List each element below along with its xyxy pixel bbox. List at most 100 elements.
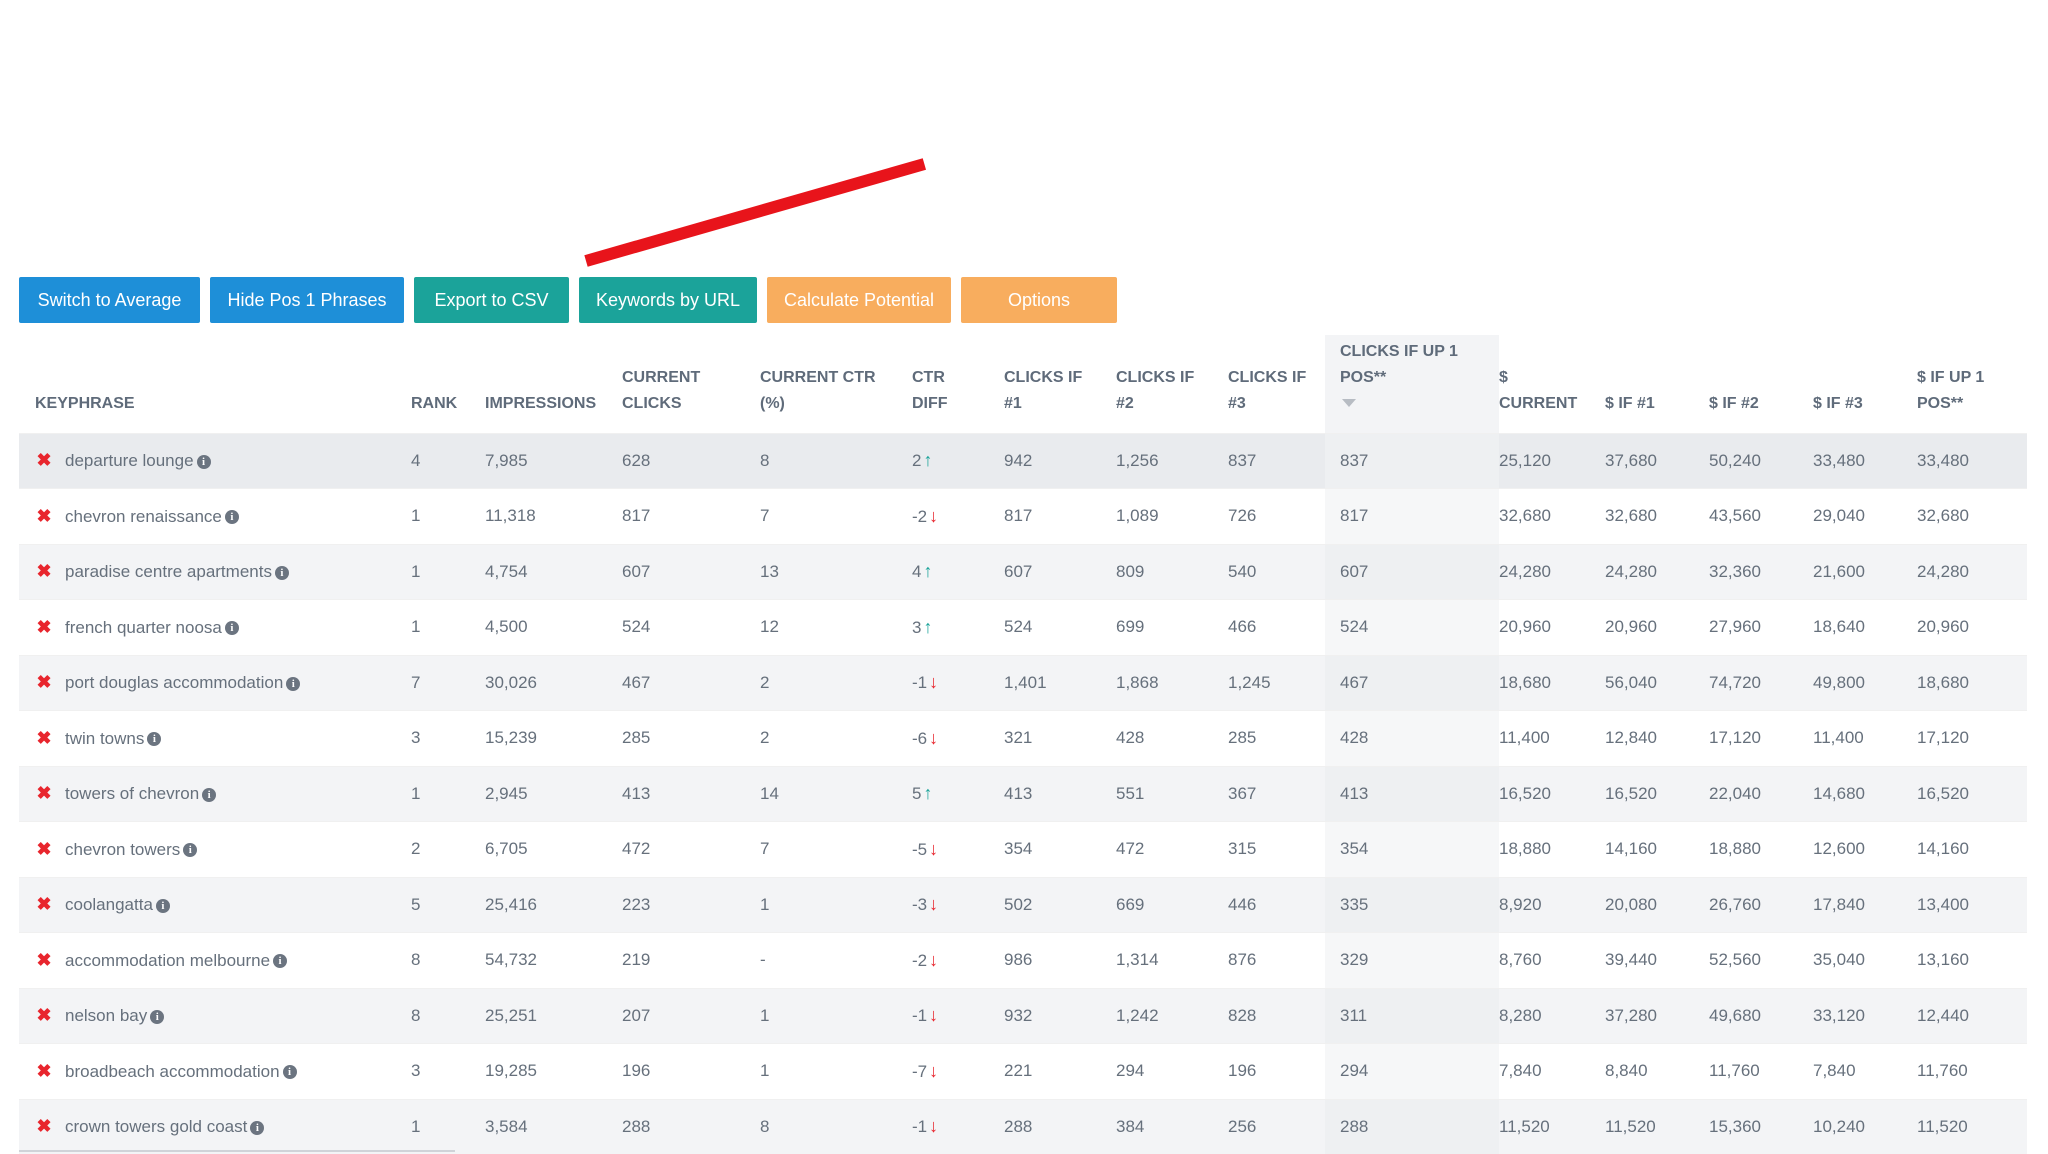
export-csv-button[interactable]: Export to CSV: [414, 277, 569, 323]
close-icon[interactable]: ✖: [36, 783, 52, 804]
keyphrase-text[interactable]: broadbeach accommodation: [65, 1061, 280, 1081]
close-icon[interactable]: ✖: [36, 727, 52, 748]
info-icon[interactable]: i: [155, 898, 170, 913]
dollar-current-cell: 16,520: [1499, 765, 1605, 822]
table-row[interactable]: ✖ chevron towers i 2 6,705 472 7 -5 ↓ 354 472 315 35…: [19, 821, 2027, 877]
options-button[interactable]: Options: [961, 277, 1117, 323]
col-dollar-if-1[interactable]: $ IF #1: [1605, 394, 1655, 412]
hide-pos1-phrases-button[interactable]: Hide Pos 1 Phrases: [210, 277, 404, 323]
table-row[interactable]: ✖ coolangatta i 5 25,416 223 1 -3 ↓ 502 669 446 335 8…: [19, 876, 2027, 933]
keyphrase-text[interactable]: departure lounge: [65, 451, 194, 471]
info-icon[interactable]: i: [202, 787, 217, 802]
info-icon[interactable]: i: [196, 454, 211, 469]
ctr-diff-value: -7: [912, 1061, 928, 1081]
info-icon[interactable]: i: [183, 843, 198, 858]
col-dollar-if-up[interactable]: $ IF UP 1 POS**: [1917, 335, 2027, 433]
dollar-if-up-cell: 18,680: [1917, 654, 2027, 711]
info-icon[interactable]: i: [286, 676, 301, 691]
table-row[interactable]: ✖ crown towers gold coast i 1 3,584 288 8 -1 ↓ 28…: [19, 1098, 2027, 1154]
keyphrase-text[interactable]: french quarter noosa: [65, 617, 222, 637]
rank-cell: 4: [411, 432, 485, 489]
close-icon[interactable]: ✖: [36, 1060, 52, 1081]
keyphrase-text[interactable]: port douglas accommodation: [65, 673, 284, 693]
keyphrase-text[interactable]: nelson bay: [65, 1006, 148, 1026]
keywords-by-url-button[interactable]: Keywords by URL: [579, 277, 757, 323]
keyphrase-text[interactable]: accommodation melbourne: [65, 950, 271, 970]
close-icon[interactable]: ✖: [36, 949, 52, 970]
table-row[interactable]: ✖ chevron renaissance i 1 11,318 817 7 -2 ↓ 817 1,…: [19, 488, 2027, 544]
table-row[interactable]: ✖ accommodation melbourne i 8 54,732 219- -2 ↓ 9…: [19, 932, 2027, 988]
close-icon[interactable]: ✖: [36, 1116, 52, 1137]
impressions-cell: 25,416: [485, 876, 622, 933]
table-row[interactable]: ✖ nelson bay i 8 25,251 207 1 -1 ↓ 932 1,242 828 311…: [19, 987, 2027, 1044]
clicks-if-3-cell: 285: [1228, 710, 1325, 766]
table-row[interactable]: ✖ twin towns i 3 15,239 285 2 -6 ↓ 321 428 285 428 11…: [19, 710, 2027, 766]
info-icon[interactable]: i: [224, 510, 239, 525]
keyphrase-text[interactable]: twin towns: [65, 728, 145, 748]
dollar-if-3-cell: 11,400: [1813, 710, 1917, 766]
rank-cell: 5: [411, 876, 485, 933]
info-icon[interactable]: i: [273, 954, 288, 969]
keyphrase-text[interactable]: coolangatta: [65, 895, 153, 915]
dollar-if-3-cell: 21,600: [1813, 543, 1917, 600]
dollar-if-3-cell: 49,800: [1813, 654, 1917, 711]
clicks-if-up-cell: 607: [1325, 543, 1499, 600]
info-icon[interactable]: i: [224, 621, 239, 636]
close-icon[interactable]: ✖: [36, 561, 52, 582]
col-clicks-if-up[interactable]: CLICKS IF UP 1 POS**: [1325, 335, 1499, 433]
table-row[interactable]: ✖ port douglas accommodation i 7 30,026 467 2-…: [19, 654, 2027, 711]
table-row[interactable]: ✖ broadbeach accommodation i 3 19,285 196 1 -7 ↓…: [19, 1043, 2027, 1099]
keyphrase-text[interactable]: paradise centre apartments: [65, 562, 272, 582]
arrow-up-icon: ↑: [923, 561, 933, 582]
ctr-diff-cell: -3 ↓: [912, 876, 1004, 933]
col-dollar-if-3[interactable]: $ IF #3: [1813, 394, 1863, 412]
table-row[interactable]: ✖ french quarter noosa i 1 4,500 524 12 3 ↑ 524 69…: [19, 599, 2027, 655]
col-clicks-if-3[interactable]: CLICKS IF #3: [1228, 335, 1325, 433]
keyphrase-text[interactable]: crown towers gold coast: [65, 1117, 248, 1137]
table-row[interactable]: ✖ departure lounge i 4 7,985 628 8 2 ↑ 942 1,256 83…: [19, 432, 2027, 489]
info-icon[interactable]: i: [250, 1120, 265, 1135]
close-icon[interactable]: ✖: [36, 505, 52, 526]
info-icon[interactable]: i: [282, 1065, 297, 1080]
dollar-if-3-cell: 14,680: [1813, 765, 1917, 822]
impressions-cell: 7,985: [485, 432, 622, 489]
col-keyphrase[interactable]: KEYPHRASE: [35, 394, 135, 412]
close-icon[interactable]: ✖: [36, 838, 52, 859]
ctr-diff-value: -2: [912, 950, 928, 970]
close-icon[interactable]: ✖: [36, 616, 52, 637]
col-clicks-if-1[interactable]: CLICKS IF #1: [1004, 335, 1116, 433]
scrollbar-track[interactable]: [19, 1150, 455, 1152]
col-clicks-if-2[interactable]: CLICKS IF #2: [1116, 335, 1228, 433]
info-icon[interactable]: i: [274, 565, 289, 580]
info-icon[interactable]: i: [150, 1009, 165, 1024]
col-current-ctr[interactable]: CURRENT CTR (%): [760, 335, 912, 433]
arrow-up-icon: ↑: [923, 450, 933, 471]
col-dollar-current[interactable]: $ CURRENT: [1499, 335, 1605, 433]
arrow-down-icon: ↓: [929, 1116, 939, 1137]
col-impressions[interactable]: IMPRESSIONS: [485, 394, 597, 412]
close-icon[interactable]: ✖: [36, 450, 52, 471]
table-row[interactable]: ✖ paradise centre apartments i 1 4,754 607 13 4…: [19, 543, 2027, 600]
arrow-down-icon: ↓: [929, 505, 939, 526]
keyphrase-text[interactable]: towers of chevron: [65, 784, 200, 804]
keyphrase-text[interactable]: chevron towers: [65, 839, 181, 859]
keyphrase-text[interactable]: chevron renaissance: [65, 506, 222, 526]
keyphrase-cell: ✖ french quarter noosa i: [19, 599, 411, 655]
close-icon[interactable]: ✖: [36, 672, 52, 693]
col-current-clicks[interactable]: CURRENT CLICKS: [622, 335, 760, 433]
current-ctr-cell: 12: [760, 599, 912, 655]
table-row[interactable]: ✖ towers of chevron i 1 2,945 413 14 5 ↑ 413 551 36…: [19, 765, 2027, 822]
clicks-if-1-cell: 524: [1004, 599, 1116, 655]
clicks-if-3-cell: 837: [1228, 432, 1325, 489]
info-icon[interactable]: i: [147, 732, 162, 747]
close-icon[interactable]: ✖: [36, 894, 52, 915]
col-dollar-if-2[interactable]: $ IF #2: [1709, 394, 1759, 412]
close-icon[interactable]: ✖: [36, 1005, 52, 1026]
clicks-if-2-cell: 809: [1116, 543, 1228, 600]
switch-to-average-button[interactable]: Switch to Average: [19, 277, 200, 323]
col-ctr-diff[interactable]: CTR DIFF: [912, 335, 1004, 433]
dollar-if-2-cell: 17,120: [1709, 710, 1813, 766]
calculate-potential-button[interactable]: Calculate Potential: [767, 277, 951, 323]
dollar-current-cell: 24,280: [1499, 543, 1605, 600]
col-rank[interactable]: RANK: [411, 394, 458, 412]
